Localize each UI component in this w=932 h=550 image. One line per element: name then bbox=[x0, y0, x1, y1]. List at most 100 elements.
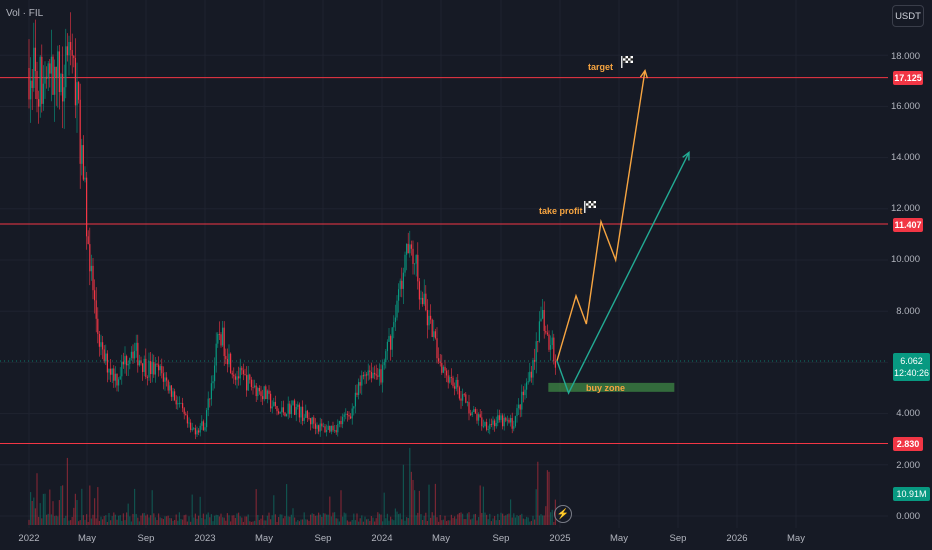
candle bbox=[554, 361, 556, 368]
volume-bar bbox=[316, 515, 318, 525]
volume-bar bbox=[174, 519, 176, 525]
candle bbox=[81, 145, 83, 164]
volume-bar bbox=[78, 521, 80, 525]
x-tick-label: 2026 bbox=[726, 533, 748, 544]
lightning-icon[interactable]: ⚡ bbox=[554, 505, 572, 523]
candle bbox=[388, 336, 390, 342]
candle bbox=[414, 263, 416, 265]
volume-bar bbox=[148, 517, 150, 525]
candle bbox=[239, 367, 241, 379]
volume-bar bbox=[204, 519, 206, 525]
candle bbox=[327, 425, 329, 430]
volume-bar bbox=[233, 515, 235, 525]
candle bbox=[97, 318, 99, 334]
volume-bar bbox=[87, 521, 89, 525]
volume-bar bbox=[478, 517, 480, 525]
volume-bar bbox=[330, 516, 332, 525]
volume-bar bbox=[353, 513, 355, 525]
candle bbox=[329, 425, 331, 432]
candle bbox=[194, 428, 196, 435]
candle bbox=[407, 243, 409, 254]
volume-bar bbox=[134, 488, 136, 525]
candle bbox=[324, 426, 326, 433]
candle bbox=[278, 411, 280, 414]
candle bbox=[498, 415, 500, 420]
volume-bar bbox=[190, 521, 192, 525]
volume-bar bbox=[98, 520, 100, 525]
candle bbox=[238, 376, 240, 379]
candle bbox=[348, 414, 350, 417]
volume-bar bbox=[302, 519, 304, 525]
buy-zone-label: buy zone bbox=[586, 383, 626, 393]
candle bbox=[335, 430, 337, 433]
volume-bar bbox=[428, 484, 430, 525]
y-tick-label: 2.000 bbox=[896, 460, 920, 471]
candle bbox=[346, 413, 348, 415]
volume-bar bbox=[151, 490, 153, 525]
candle bbox=[529, 371, 531, 382]
candle bbox=[206, 410, 208, 428]
volume-bar bbox=[282, 518, 284, 525]
volume-bar bbox=[294, 517, 296, 525]
candle bbox=[52, 56, 54, 95]
volume-bar bbox=[274, 514, 276, 525]
volume-bar bbox=[121, 520, 123, 525]
volume-bar bbox=[159, 517, 161, 525]
candle bbox=[110, 368, 112, 375]
candle bbox=[393, 322, 395, 328]
volume-bar bbox=[479, 485, 481, 525]
volume-bar bbox=[242, 521, 244, 525]
volume-bar bbox=[34, 508, 36, 525]
volume-bar bbox=[370, 516, 372, 525]
candle bbox=[308, 417, 310, 419]
volume-bar bbox=[58, 500, 60, 525]
volume-bar bbox=[484, 512, 486, 525]
volume-bar bbox=[470, 519, 472, 525]
candle bbox=[169, 385, 171, 391]
volume-bar bbox=[158, 513, 160, 525]
candle bbox=[446, 370, 448, 376]
candle bbox=[252, 386, 254, 388]
volume-bar bbox=[431, 512, 433, 525]
candle bbox=[551, 337, 553, 346]
candle bbox=[330, 425, 332, 432]
volume-bar bbox=[276, 521, 278, 525]
volume-bar bbox=[482, 486, 484, 525]
volume-bar bbox=[529, 521, 531, 525]
currency-selector[interactable]: USDT bbox=[892, 5, 924, 27]
candle bbox=[95, 300, 97, 319]
candle bbox=[273, 401, 275, 407]
volume-bar bbox=[199, 496, 201, 525]
candle bbox=[362, 375, 364, 377]
volume-bar bbox=[553, 521, 555, 525]
volume-bar bbox=[538, 515, 540, 525]
candle bbox=[68, 42, 70, 56]
volume-bar bbox=[254, 520, 256, 525]
candle bbox=[375, 374, 377, 376]
candle bbox=[519, 404, 521, 410]
candle bbox=[105, 353, 107, 362]
volume-bar bbox=[343, 512, 345, 525]
volume-bar bbox=[146, 514, 148, 525]
candle bbox=[420, 297, 422, 300]
volume-bar bbox=[124, 520, 126, 525]
volume-bar bbox=[231, 515, 233, 525]
volume-bar bbox=[502, 513, 504, 525]
volume-bar bbox=[97, 487, 99, 525]
volume-bar bbox=[425, 512, 427, 525]
volume-bar bbox=[319, 514, 321, 525]
candle bbox=[87, 236, 89, 245]
volume-bar bbox=[207, 512, 209, 525]
candle bbox=[236, 376, 238, 380]
volume-bar bbox=[41, 518, 43, 525]
candle bbox=[481, 417, 483, 427]
candle bbox=[404, 254, 406, 273]
candle bbox=[353, 406, 355, 409]
y-tick-label: 4.000 bbox=[896, 408, 920, 419]
volume-bar bbox=[540, 514, 542, 525]
volume-bar bbox=[366, 519, 368, 525]
volume-bar bbox=[225, 520, 227, 525]
candle bbox=[447, 375, 449, 383]
candle bbox=[486, 421, 488, 430]
